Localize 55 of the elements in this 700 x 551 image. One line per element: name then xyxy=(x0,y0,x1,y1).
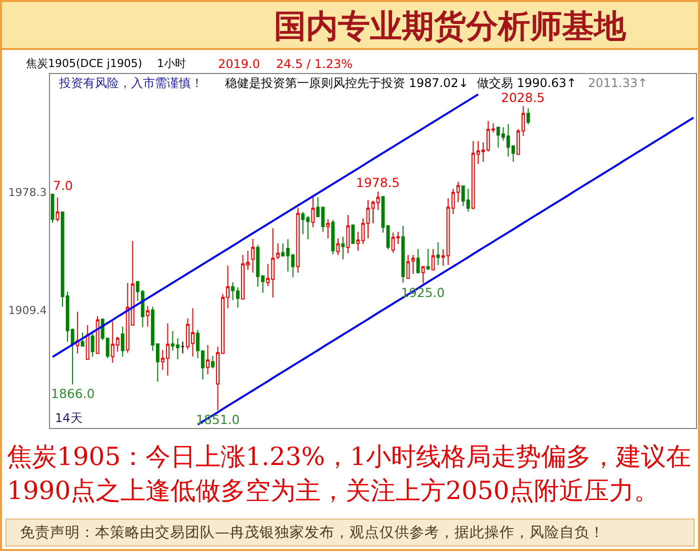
candlestick xyxy=(80,332,84,348)
candlestick xyxy=(336,238,340,256)
text: 1小时 xyxy=(157,57,186,70)
candlestick xyxy=(76,311,80,354)
annotation: 2011.33↑ xyxy=(588,76,648,90)
candlestick xyxy=(366,200,370,239)
candlestick xyxy=(331,219,335,255)
candlestick xyxy=(96,315,100,354)
candlestick xyxy=(206,344,210,375)
candlestick xyxy=(421,266,425,284)
text: 2019.0 xyxy=(218,57,260,71)
candlestick xyxy=(86,324,90,360)
candlestick xyxy=(341,236,345,260)
candlestick xyxy=(386,224,390,250)
candlestick xyxy=(426,248,430,270)
text: 24.5 / 1.23% xyxy=(276,57,353,71)
annotation: 7.0 xyxy=(53,178,73,193)
candlestick xyxy=(211,356,214,369)
candlestick xyxy=(326,218,330,239)
candlestick xyxy=(371,200,375,224)
chart-title: 国内专业期货分析师基地 xyxy=(274,7,627,46)
candlestick xyxy=(251,238,255,274)
candlestick xyxy=(436,242,440,266)
candlestick xyxy=(180,341,184,354)
annotation: 14天 xyxy=(55,411,82,425)
y-tick-label: 1909.4 xyxy=(8,304,47,317)
y-tick-label: 1978.3 xyxy=(8,186,47,199)
candlestick xyxy=(431,248,435,270)
line-series xyxy=(196,116,694,426)
annotation: 稳健是投资第一原则风控先于投资 1987.02↓ xyxy=(225,76,468,90)
candlestick xyxy=(361,218,365,245)
annotation: 1978.5 xyxy=(356,175,400,190)
chart-subtitle: 焦炭1905(DCE j1905) xyxy=(26,57,142,70)
candlestick xyxy=(351,224,355,245)
candlestick xyxy=(346,214,350,254)
text: 免责声明：本策略由交易团队—冉茂银独家发布，观点仅供参考，据此操作，风险自负！ xyxy=(20,524,604,541)
annotation: 投资有风险，入市需谨慎！ xyxy=(58,76,203,90)
text: 1990点之上逢低做多空为主，关注上方2050点附近压力。 xyxy=(7,476,660,505)
candlestick xyxy=(526,108,530,125)
candlestick xyxy=(296,207,300,274)
candlestick xyxy=(146,306,150,328)
line-series xyxy=(52,93,480,358)
candlestick xyxy=(356,231,360,252)
annotation: 做交易 1990.63↑ xyxy=(477,76,576,90)
candlestick xyxy=(376,191,380,210)
candlestick xyxy=(90,332,94,358)
text: 焦炭1905：今日上涨1.23%，1小时线格局走势偏多，建议在 xyxy=(7,442,691,471)
annotation: 1866.0 xyxy=(51,386,95,401)
candlestick xyxy=(120,326,124,358)
annotation: 2028.5 xyxy=(501,90,545,105)
candlestick xyxy=(56,197,60,222)
candlestick xyxy=(401,225,405,284)
candlestick xyxy=(311,195,315,228)
candlestick xyxy=(276,242,280,260)
candlestick xyxy=(416,248,420,274)
